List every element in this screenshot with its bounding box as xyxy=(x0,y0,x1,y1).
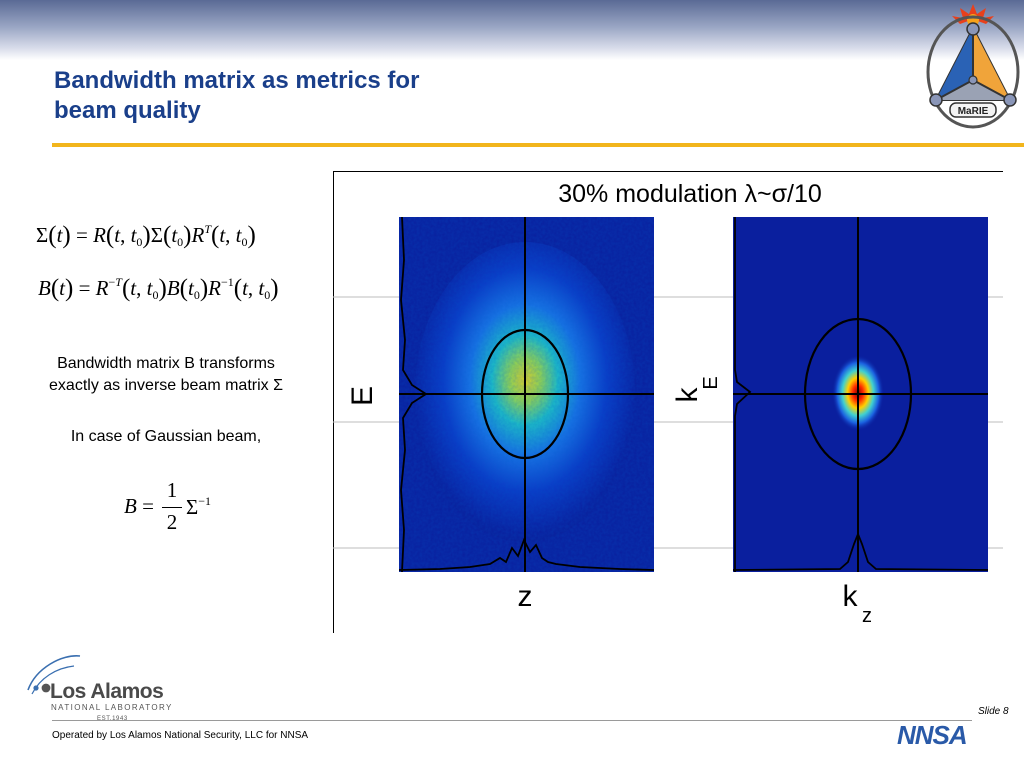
nnsa-logo: NNSA xyxy=(897,720,968,750)
right-panel-xlabel: k z xyxy=(843,580,873,627)
lanl-established: EST.1943 xyxy=(97,716,128,722)
modulation-figure xyxy=(333,171,1003,633)
slide-title-line1: Bandwidth matrix as metrics for xyxy=(54,67,420,94)
lanl-name: Los Alamos xyxy=(50,680,164,703)
header-band xyxy=(0,0,1024,60)
right-panel-ylabel-sub: E xyxy=(700,376,722,389)
slide-title-line2: beam quality xyxy=(54,97,201,124)
lanl-subtitle: NATIONAL LABORATORY xyxy=(51,703,173,712)
atom-orbit-icon xyxy=(27,655,81,695)
left-panel-ylabel: E xyxy=(346,386,379,406)
fraction-denominator: 2 xyxy=(166,510,178,534)
bandwidth-description-line1: Bandwidth matrix B transforms xyxy=(57,355,275,372)
bandwidth-description: Bandwidth matrix B transforms exactly as… xyxy=(14,353,318,397)
title-underline xyxy=(52,143,1024,147)
right-panel-ylabel: k E xyxy=(671,376,722,402)
equation-sigma-transform: Σ(t) = R(t, t0)Σ(t0)RT(t, t0) xyxy=(36,222,256,249)
slide-title: Bandwidth matrix as metrics for beam qua… xyxy=(54,66,534,126)
slide-number: Slide 8 xyxy=(978,706,1009,717)
left-panel-xlabel: z xyxy=(518,580,533,613)
left-phase-space-panel xyxy=(398,216,655,573)
right-panel-xlabel-main: k xyxy=(843,580,859,613)
lanl-logo xyxy=(27,655,81,695)
footer-divider xyxy=(52,720,972,721)
figure-title: 30% modulation λ~σ/10 xyxy=(558,180,822,208)
operated-by-text: Operated by Los Alamos National Security… xyxy=(52,730,309,741)
marie-logo-text: MaRIE xyxy=(958,106,989,117)
fraction-bar xyxy=(162,507,182,508)
marie-logo: MaRIE xyxy=(926,4,1020,129)
right-panel-xlabel-sub: z xyxy=(862,605,872,627)
gaussian-intro: In case of Gaussian beam, xyxy=(70,428,262,445)
equation-bandwidth-transform: B(t) = R−T(t, t0)B(t0)R−1(t, t0) xyxy=(38,275,279,302)
right-bandwidth-panel xyxy=(732,217,989,572)
right-panel-ylabel-main: k xyxy=(671,387,704,403)
bandwidth-description-line2: exactly as inverse beam matrix Σ xyxy=(49,377,283,394)
fraction-numerator: 1 xyxy=(166,478,178,502)
